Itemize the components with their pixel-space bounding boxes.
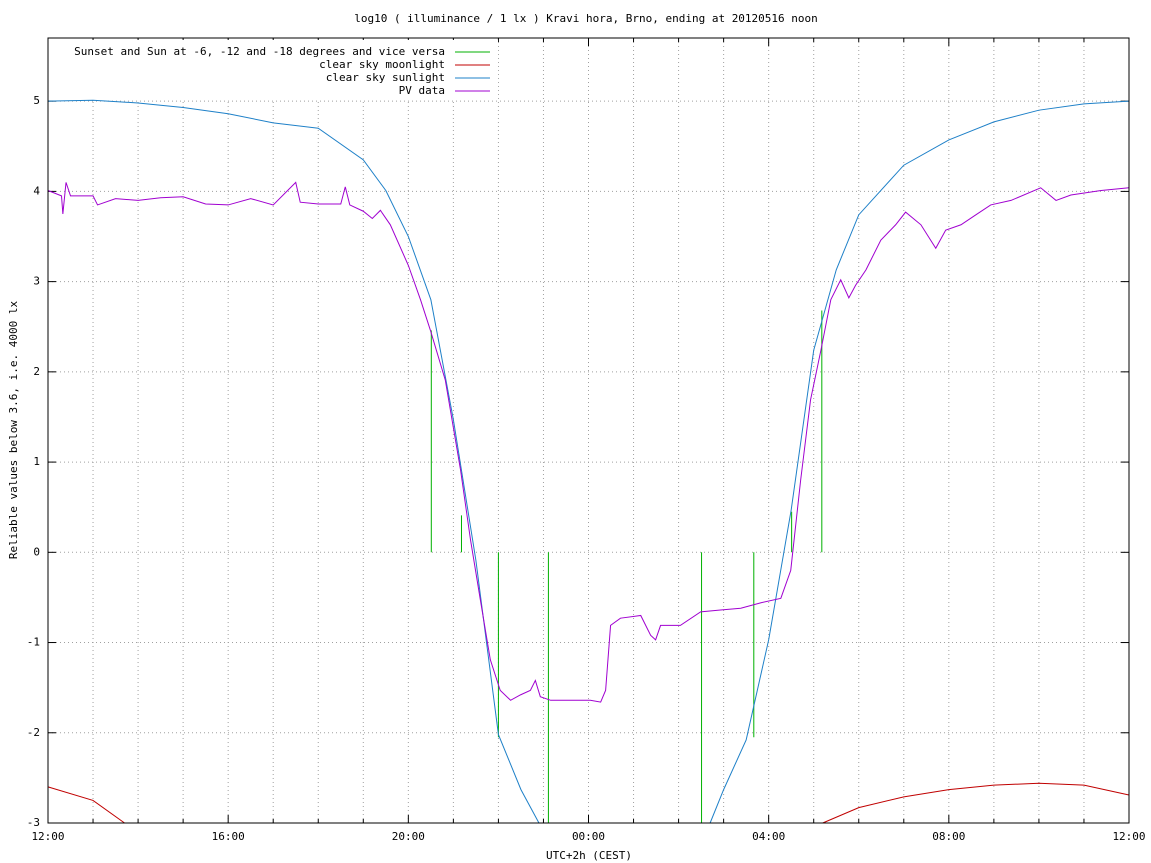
y-tick-label: 0 — [33, 545, 40, 558]
x-tick-label: 12:00 — [31, 830, 64, 843]
y-tick-label: 2 — [33, 365, 40, 378]
plot-border — [47, 37, 1130, 824]
legend-label: clear sky sunlight — [326, 71, 445, 84]
y-axis-label: Reliable values below 3.6, i.e. 4000 lx — [7, 300, 20, 559]
series-line — [430, 310, 823, 823]
series-line — [47, 181, 1130, 703]
x-tick-label: 00:00 — [572, 830, 605, 843]
y-tick-label: -1 — [27, 636, 40, 649]
chart-title: log10 ( illuminance / 1 lx ) Kravi hora,… — [354, 12, 818, 25]
legend-label: Sunset and Sun at -6, -12 and -18 degree… — [74, 45, 445, 58]
x-tick-label: 12:00 — [1112, 830, 1145, 843]
y-tick-label: 1 — [33, 455, 40, 468]
y-tick-label: 5 — [33, 94, 40, 107]
x-tick-label: 08:00 — [932, 830, 965, 843]
legend-label: PV data — [399, 84, 445, 97]
y-tick-label: -2 — [27, 726, 40, 739]
x-tick-label: 16:00 — [212, 830, 245, 843]
legend-background — [50, 40, 498, 100]
x-tick-label: 20:00 — [392, 830, 425, 843]
x-tick-label: 04:00 — [752, 830, 785, 843]
y-tick-label: 4 — [33, 184, 40, 197]
y-tick-label: -3 — [27, 816, 40, 829]
legend-label: clear sky moonlight — [319, 58, 445, 71]
x-axis-label: UTC+2h (CEST) — [546, 849, 632, 862]
y-tick-label: 3 — [33, 275, 40, 288]
series-line — [47, 99, 1130, 824]
series-line — [47, 782, 1130, 824]
